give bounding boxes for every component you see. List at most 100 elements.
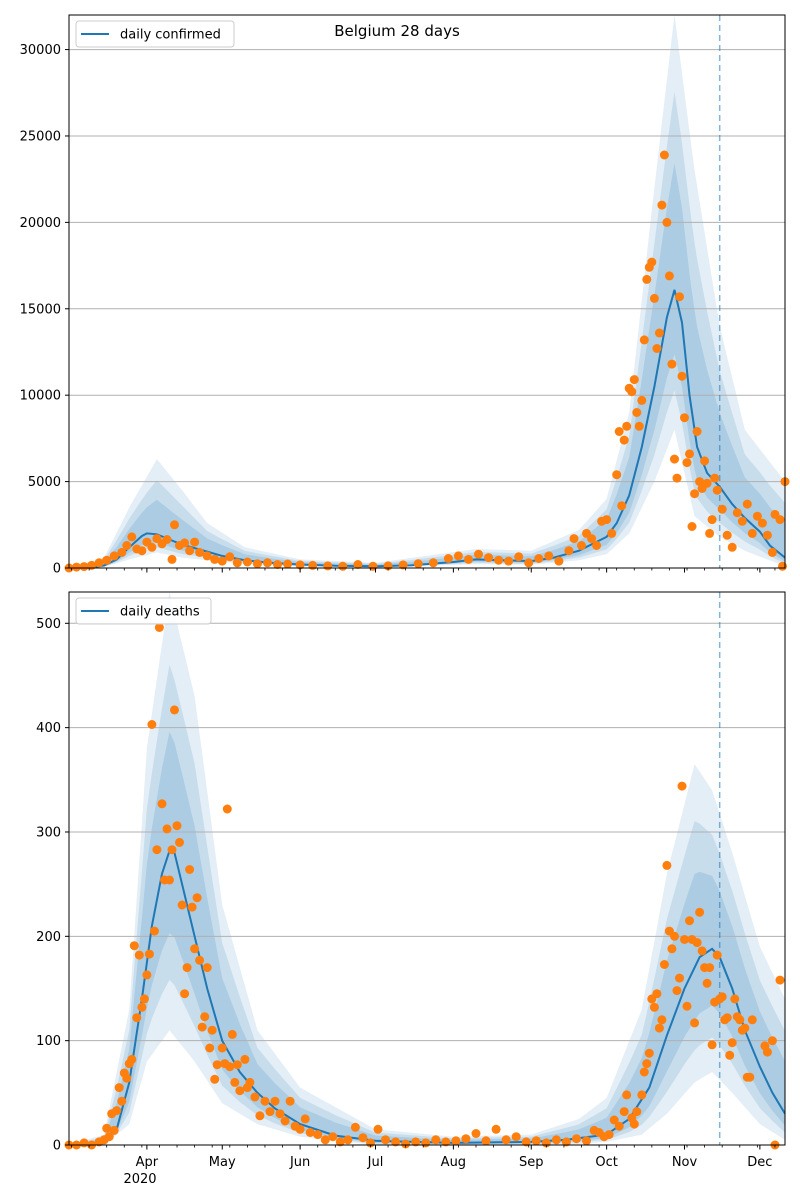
observed-point	[190, 944, 200, 954]
observed-point	[602, 515, 612, 525]
observed-point	[481, 1136, 491, 1146]
observed-point	[702, 978, 712, 988]
observed-point	[767, 1036, 777, 1046]
observed-point	[122, 1073, 132, 1083]
observed-point	[182, 963, 192, 973]
observed-point	[629, 1119, 639, 1129]
observed-point	[190, 537, 200, 547]
observed-point	[398, 560, 408, 570]
observed-point	[692, 938, 702, 948]
observed-point	[725, 1050, 735, 1060]
observed-point	[162, 535, 172, 544]
deaths-panel: 0 100 200 300 400 500 Apr May Jun Jul Aug Sep Oct No…	[36, 591, 786, 1187]
observed-point	[609, 1115, 619, 1125]
observed-point	[531, 1136, 541, 1146]
observed-point	[129, 941, 139, 951]
observed-point	[732, 508, 742, 518]
observed-point	[614, 427, 624, 436]
observed-point	[260, 1096, 270, 1106]
observed-point	[712, 485, 722, 495]
observed-point	[667, 944, 677, 954]
observed-point	[662, 860, 672, 870]
uncertainty-band-2	[69, 664, 785, 1145]
observed-point	[627, 387, 637, 397]
x-tick-label: Oct	[595, 1155, 617, 1170]
observed-point	[134, 950, 144, 960]
observed-point	[421, 1138, 431, 1148]
observed-point	[443, 554, 453, 563]
observed-point	[647, 257, 657, 267]
observed-point	[775, 515, 785, 525]
observed-point	[152, 845, 162, 855]
x-tick-label: Dec	[747, 1155, 772, 1170]
observed-point	[682, 1001, 692, 1011]
observed-point	[117, 547, 127, 557]
x-year-label: 2020	[123, 1172, 156, 1187]
observed-point	[639, 335, 649, 345]
observed-point	[730, 994, 740, 1004]
observed-point	[431, 1135, 441, 1145]
deaths-legend-label: daily deaths	[120, 605, 200, 620]
observed-point	[680, 935, 689, 944]
observed-point	[451, 1136, 461, 1146]
observed-point	[461, 1134, 471, 1144]
observed-point	[172, 821, 182, 831]
observed-point	[572, 1134, 581, 1144]
observed-point	[664, 271, 674, 281]
observed-point	[707, 515, 717, 525]
y-tick-label: 25000	[20, 129, 61, 144]
observed-point	[685, 916, 694, 926]
observed-point	[192, 893, 202, 903]
observed-point	[295, 1124, 305, 1134]
observed-point	[114, 1083, 124, 1093]
observed-point	[207, 1025, 217, 1035]
observed-point	[250, 1092, 260, 1102]
y-tick-label: 0	[53, 1139, 61, 1154]
observed-point	[232, 558, 242, 568]
observed-point	[270, 1096, 280, 1106]
observed-point	[167, 554, 177, 564]
observed-point	[308, 560, 318, 570]
confirmed-uncertainty-bands	[69, 15, 785, 568]
observed-point	[619, 1107, 629, 1117]
observed-point	[139, 994, 149, 1004]
x-tick-label: Aug	[441, 1155, 466, 1170]
observed-point	[391, 1137, 401, 1147]
observed-point	[305, 1128, 315, 1137]
observed-point	[747, 528, 757, 538]
y-tick-label: 20000	[20, 216, 61, 231]
observed-point	[617, 501, 627, 511]
observed-point	[175, 837, 184, 847]
observed-point	[637, 1090, 647, 1100]
observed-point	[491, 1124, 501, 1134]
observed-point	[275, 1109, 285, 1119]
observed-point	[255, 1111, 265, 1121]
observed-point	[695, 477, 705, 487]
observed-point	[185, 546, 195, 556]
observed-point	[147, 542, 157, 552]
y-tick-label: 0	[53, 562, 61, 577]
uncertainty-band-2	[69, 91, 785, 568]
y-tick-label: 300	[36, 825, 61, 840]
observed-point	[564, 546, 574, 556]
observed-point	[263, 558, 272, 568]
observed-point	[639, 1067, 649, 1077]
observed-point	[212, 1060, 222, 1070]
observed-point	[441, 1137, 451, 1147]
observed-point	[705, 528, 715, 538]
observed-point	[690, 1018, 700, 1028]
observed-point	[551, 1135, 561, 1145]
observed-point	[157, 799, 167, 809]
observed-point	[232, 1060, 242, 1070]
observed-point	[561, 1137, 571, 1147]
observed-point	[680, 413, 689, 423]
observed-point	[240, 1054, 250, 1064]
observed-point	[109, 1125, 119, 1135]
observed-point	[735, 1015, 745, 1025]
confirmed-x-ticks	[71, 568, 776, 573]
observed-point	[217, 1043, 227, 1053]
observed-point	[622, 421, 632, 431]
observed-point	[195, 955, 205, 965]
observed-point	[612, 470, 622, 480]
observed-point	[227, 1029, 237, 1039]
